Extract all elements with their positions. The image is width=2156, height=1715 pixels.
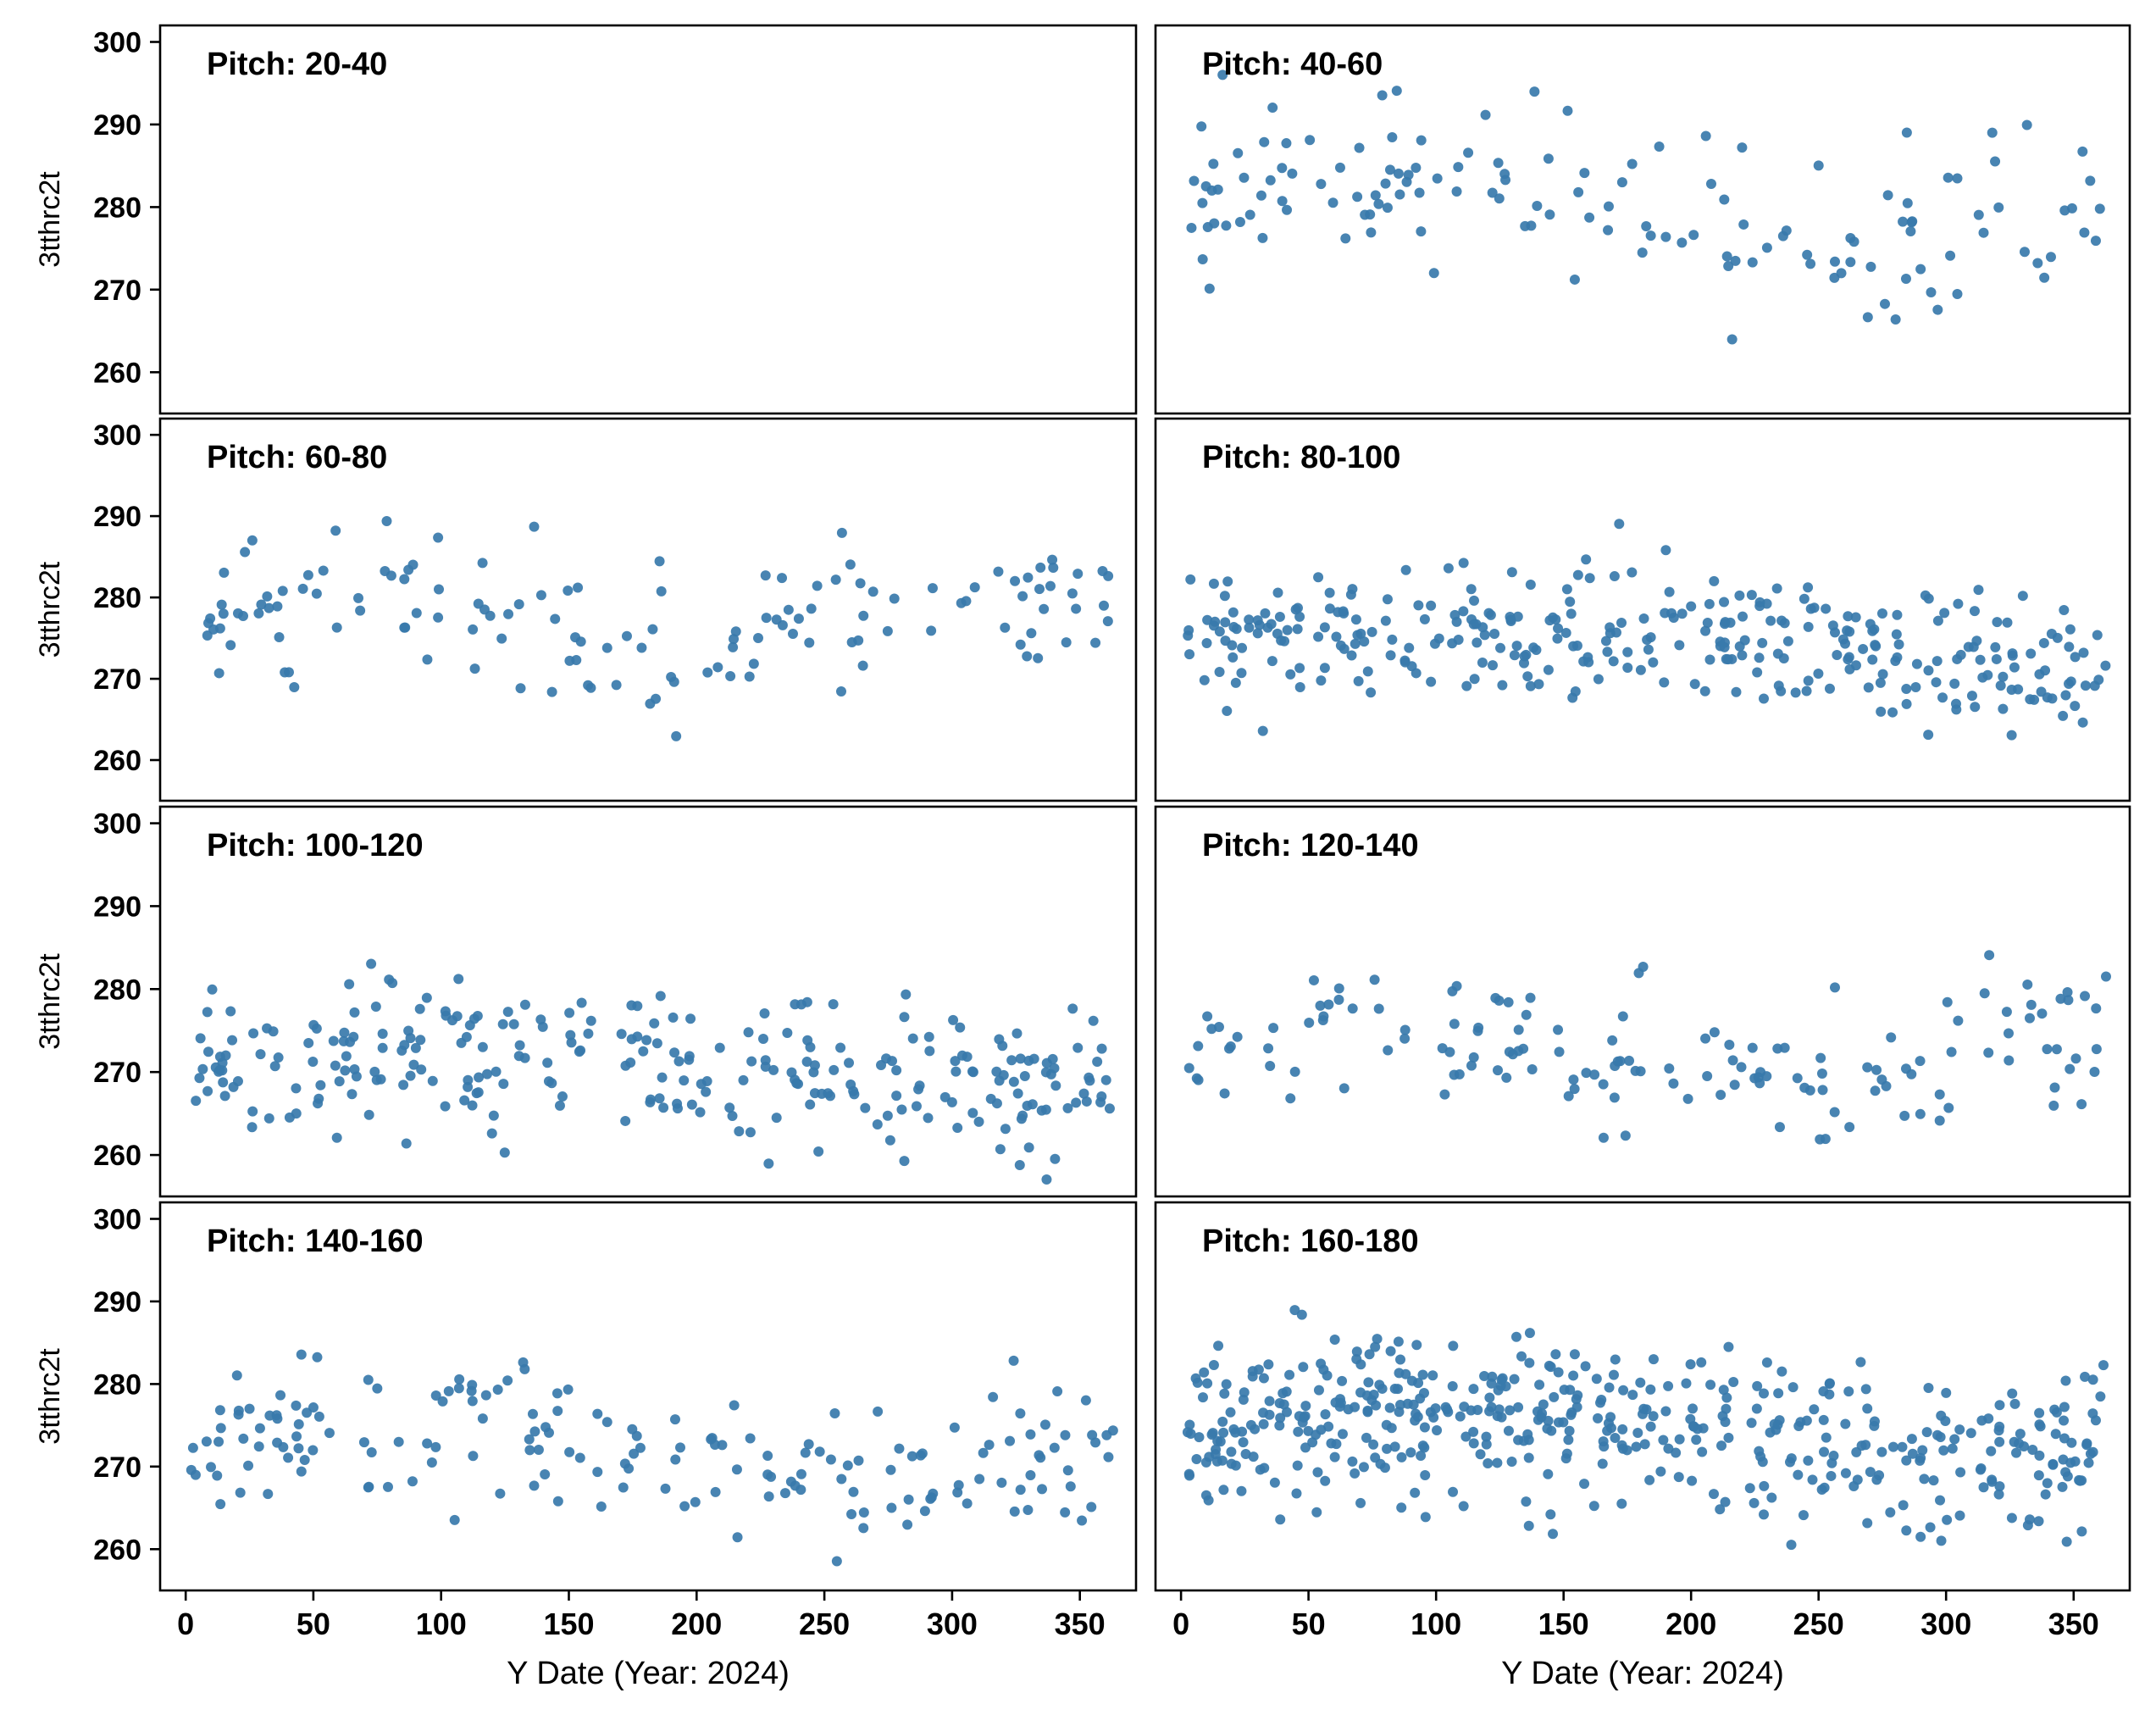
svg-text:280: 280 xyxy=(93,1368,141,1401)
svg-text:290: 290 xyxy=(93,501,141,533)
svg-text:3tthrc2t: 3tthrc2t xyxy=(34,171,66,268)
svg-text:Pitch: 140-160: Pitch: 140-160 xyxy=(207,1224,424,1259)
svg-text:Pitch: 120-140: Pitch: 120-140 xyxy=(1202,828,1419,863)
svg-text:100: 100 xyxy=(1411,1607,1461,1641)
svg-text:200: 200 xyxy=(1665,1607,1716,1641)
svg-text:290: 290 xyxy=(93,109,141,142)
svg-text:350: 350 xyxy=(1055,1607,1106,1641)
svg-text:270: 270 xyxy=(93,663,141,696)
svg-text:200: 200 xyxy=(671,1607,722,1641)
svg-text:300: 300 xyxy=(93,26,141,58)
svg-text:Pitch: 60-80: Pitch: 60-80 xyxy=(207,440,387,475)
svg-text:Pitch: 160-180: Pitch: 160-180 xyxy=(1202,1224,1419,1259)
svg-text:290: 290 xyxy=(93,891,141,923)
svg-text:260: 260 xyxy=(93,745,141,777)
svg-text:300: 300 xyxy=(93,808,141,841)
svg-text:0: 0 xyxy=(177,1607,194,1641)
svg-text:270: 270 xyxy=(93,1057,141,1089)
svg-text:150: 150 xyxy=(543,1607,594,1641)
svg-text:290: 290 xyxy=(93,1286,141,1318)
svg-text:260: 260 xyxy=(93,357,141,389)
svg-text:250: 250 xyxy=(799,1607,850,1641)
svg-text:3tthrc2t: 3tthrc2t xyxy=(34,1348,66,1445)
svg-text:300: 300 xyxy=(93,419,141,452)
svg-text:Y Date (Year: 2024): Y Date (Year: 2024) xyxy=(1501,1656,1784,1691)
svg-text:280: 280 xyxy=(93,191,141,224)
svg-text:300: 300 xyxy=(927,1607,978,1641)
svg-text:Pitch: 20-40: Pitch: 20-40 xyxy=(207,47,387,82)
svg-text:250: 250 xyxy=(1793,1607,1844,1641)
svg-text:300: 300 xyxy=(93,1203,141,1235)
svg-text:50: 50 xyxy=(297,1607,330,1641)
svg-text:Pitch: 80-100: Pitch: 80-100 xyxy=(1202,440,1400,475)
svg-text:260: 260 xyxy=(93,1534,141,1566)
svg-text:Pitch: 40-60: Pitch: 40-60 xyxy=(1202,47,1383,82)
svg-text:280: 280 xyxy=(93,582,141,614)
svg-text:280: 280 xyxy=(93,974,141,1006)
svg-text:Pitch: 100-120: Pitch: 100-120 xyxy=(207,828,424,863)
svg-text:0: 0 xyxy=(1172,1607,1189,1641)
svg-text:3tthrc2t: 3tthrc2t xyxy=(34,561,66,658)
svg-text:150: 150 xyxy=(1538,1607,1589,1641)
svg-text:100: 100 xyxy=(416,1607,467,1641)
svg-text:260: 260 xyxy=(93,1140,141,1172)
svg-text:300: 300 xyxy=(1920,1607,1971,1641)
svg-text:3tthrc2t: 3tthrc2t xyxy=(34,953,66,1050)
svg-text:270: 270 xyxy=(93,275,141,307)
svg-text:50: 50 xyxy=(1292,1607,1326,1641)
svg-text:270: 270 xyxy=(93,1451,141,1484)
svg-text:350: 350 xyxy=(2048,1607,2099,1641)
svg-text:Y Date (Year: 2024): Y Date (Year: 2024) xyxy=(507,1656,790,1691)
